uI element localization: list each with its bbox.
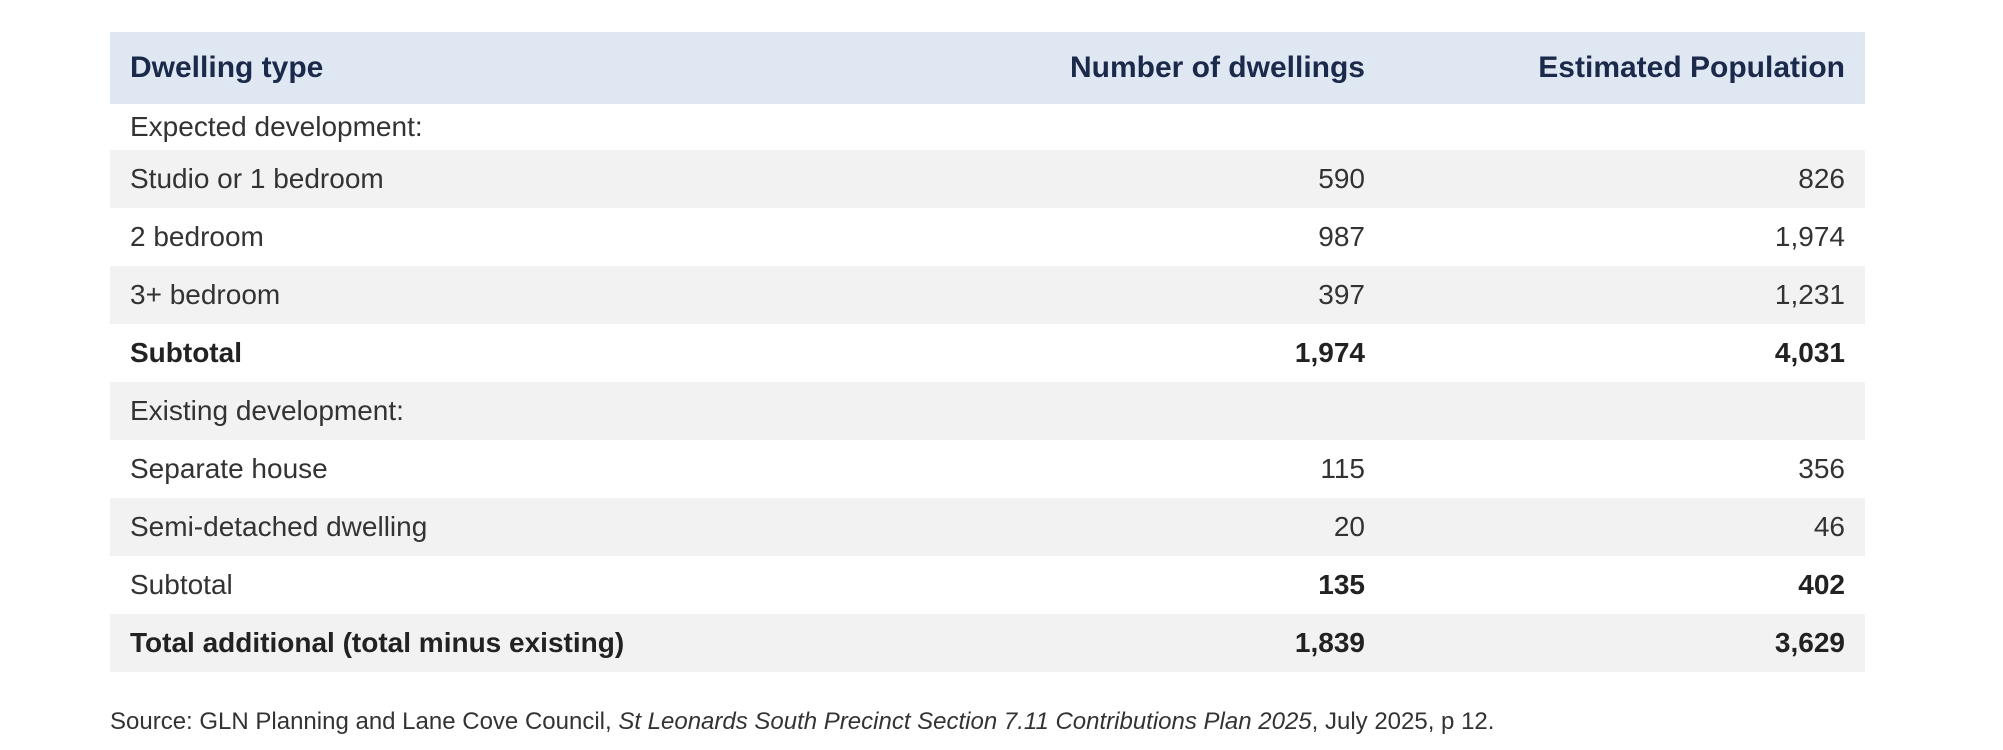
row-dwellings: 1,839 bbox=[1294, 627, 1365, 658]
source-note: Source: GLN Planning and Lane Cove Counc… bbox=[110, 708, 1494, 736]
row-population bbox=[1385, 104, 1865, 150]
row-label: Expected development: bbox=[130, 111, 423, 142]
subtotal-row-expected: Subtotal 1,974 4,031 bbox=[110, 324, 1865, 382]
header-dwelling-type: Dwelling type bbox=[130, 51, 324, 84]
section-row-existing: Existing development: bbox=[110, 382, 1865, 440]
row-population: 4,031 bbox=[1774, 337, 1845, 368]
row-dwellings: 1,974 bbox=[1294, 337, 1365, 368]
header-estimated-population: Estimated Population bbox=[1538, 51, 1845, 84]
table-header: Dwelling type Number of dwellings Estima… bbox=[110, 32, 1865, 104]
row-dwellings: 135 bbox=[1318, 569, 1365, 600]
table-body: Expected development: Studio or 1 bedroo… bbox=[110, 104, 1865, 672]
row-label: 3+ bedroom bbox=[130, 279, 281, 310]
row-dwellings: 987 bbox=[1318, 221, 1365, 252]
row-label: Separate house bbox=[130, 453, 328, 484]
row-dwellings: 115 bbox=[1320, 453, 1365, 484]
row-label: 2 bedroom bbox=[130, 221, 264, 252]
row-dwellings: 20 bbox=[1333, 511, 1365, 542]
source-title: St Leonards South Precinct Section 7.11 … bbox=[618, 708, 1312, 735]
source-prefix: Source: GLN Planning and Lane Cove Counc… bbox=[110, 708, 619, 735]
row-dwellings: 590 bbox=[1318, 163, 1365, 194]
row-population: 356 bbox=[1798, 453, 1845, 484]
table-row: Studio or 1 bedroom 590 826 bbox=[110, 150, 1865, 208]
row-dwellings bbox=[750, 104, 1385, 150]
dwellings-table-container: Dwelling type Number of dwellings Estima… bbox=[110, 32, 1865, 672]
row-label: Studio or 1 bedroom bbox=[130, 163, 384, 194]
row-dwellings: 397 bbox=[1318, 279, 1365, 310]
dwellings-population-table: Dwelling type Number of dwellings Estima… bbox=[110, 32, 1865, 672]
table-row: 2 bedroom 987 1,974 bbox=[110, 208, 1865, 266]
source-suffix: , July 2025, p 12. bbox=[1311, 708, 1495, 735]
header-row: Dwelling type Number of dwellings Estima… bbox=[110, 32, 1865, 104]
header-number-of-dwellings: Number of dwellings bbox=[1069, 51, 1365, 84]
row-label: Subtotal bbox=[130, 569, 233, 600]
table-row: Separate house 115 356 bbox=[110, 440, 1865, 498]
row-population: 826 bbox=[1798, 163, 1845, 194]
table-row: 3+ bedroom 397 1,231 bbox=[110, 266, 1865, 324]
row-population: 1,974 bbox=[1774, 221, 1845, 252]
row-population: 402 bbox=[1798, 569, 1845, 600]
table-row: Semi-detached dwelling 20 46 bbox=[110, 498, 1865, 556]
row-dwellings bbox=[750, 382, 1385, 440]
row-population: 1,231 bbox=[1774, 279, 1845, 310]
row-label: Semi-detached dwelling bbox=[130, 511, 428, 542]
section-row-expected: Expected development: bbox=[110, 104, 1865, 150]
subtotal-row-existing: Subtotal 135 402 bbox=[110, 556, 1865, 614]
row-label: Existing development: bbox=[130, 395, 404, 426]
row-population bbox=[1385, 382, 1865, 440]
row-population: 46 bbox=[1813, 511, 1845, 542]
row-population: 3,629 bbox=[1774, 627, 1845, 658]
row-label: Subtotal bbox=[130, 337, 242, 368]
total-row: Total additional (total minus existing) … bbox=[110, 614, 1865, 672]
row-label: Total additional (total minus existing) bbox=[130, 627, 625, 658]
